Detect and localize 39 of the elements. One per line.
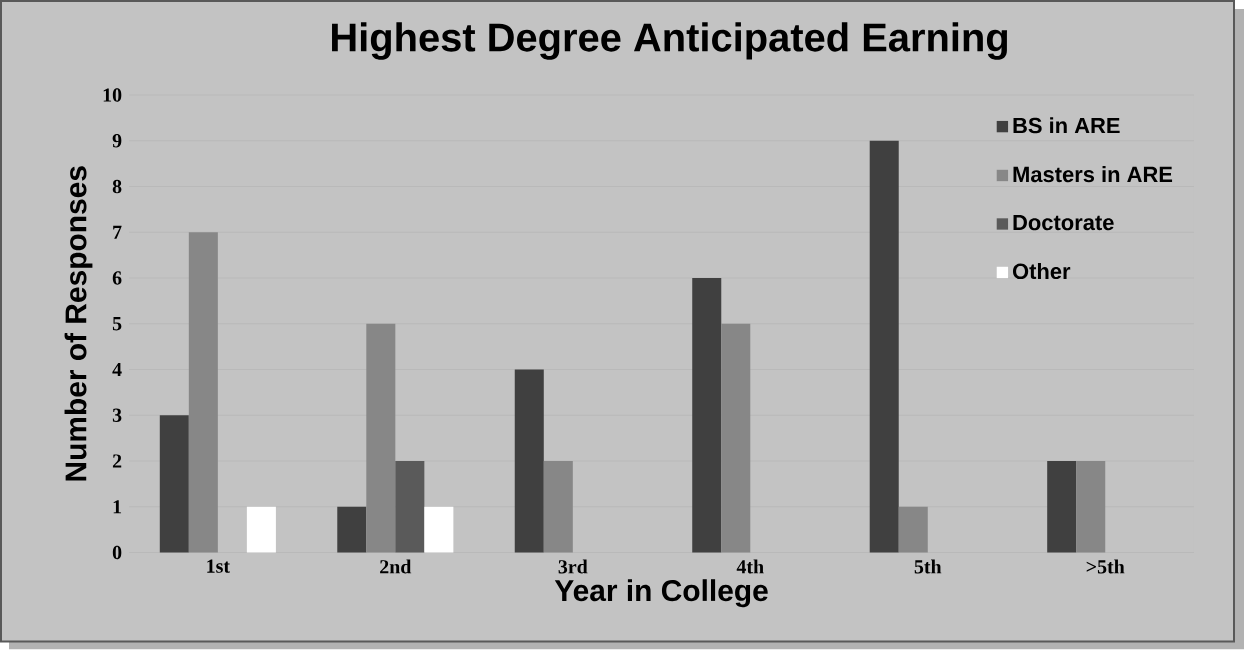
legend-label: BS in ARE [1013,117,1120,134]
chart-title: Highest Degree Anticipated Earning [332,22,1008,60]
y-tick-label: 5 [112,317,122,331]
y-axis-title: Number of Responses [64,166,93,481]
bar [869,141,899,553]
bar [159,415,189,553]
bar [514,369,544,553]
bar [721,324,751,553]
y-tick-label: 6 [112,271,122,285]
y-tick-label: 9 [112,134,122,148]
legend-label: Other [1012,263,1071,280]
bar [246,506,276,553]
y-tick-label: 2 [112,454,122,468]
y-tick-label: 10 [103,88,122,103]
x-axis-title: Year in College [554,579,768,608]
x-tick-label: 2nd [380,559,412,574]
y-tick-label: 8 [112,180,122,194]
x-tick-label: 3rd [558,559,588,574]
y-tick-label: 7 [113,225,122,240]
bar [692,278,722,553]
x-tick-label: >5th [1086,559,1125,574]
bar [188,232,218,553]
bar [1047,461,1077,553]
bar [898,506,928,553]
legend-label: Masters in ARE [1013,166,1173,183]
y-tick-label: 0 [112,545,122,560]
legend-label: Doctorate [1013,215,1114,231]
x-tick-label: 5th [914,559,942,574]
x-tick-label: 4th [736,559,764,574]
y-tick-label: 1 [113,500,122,514]
y-tick-label: 3 [112,408,122,423]
bar [366,324,396,553]
bar [543,461,573,553]
x-tick-label: 1st [207,559,230,574]
bar [424,506,454,553]
bar [337,506,367,553]
bar [1076,461,1106,553]
bar [395,461,425,553]
y-tick-label: 4 [112,363,122,377]
